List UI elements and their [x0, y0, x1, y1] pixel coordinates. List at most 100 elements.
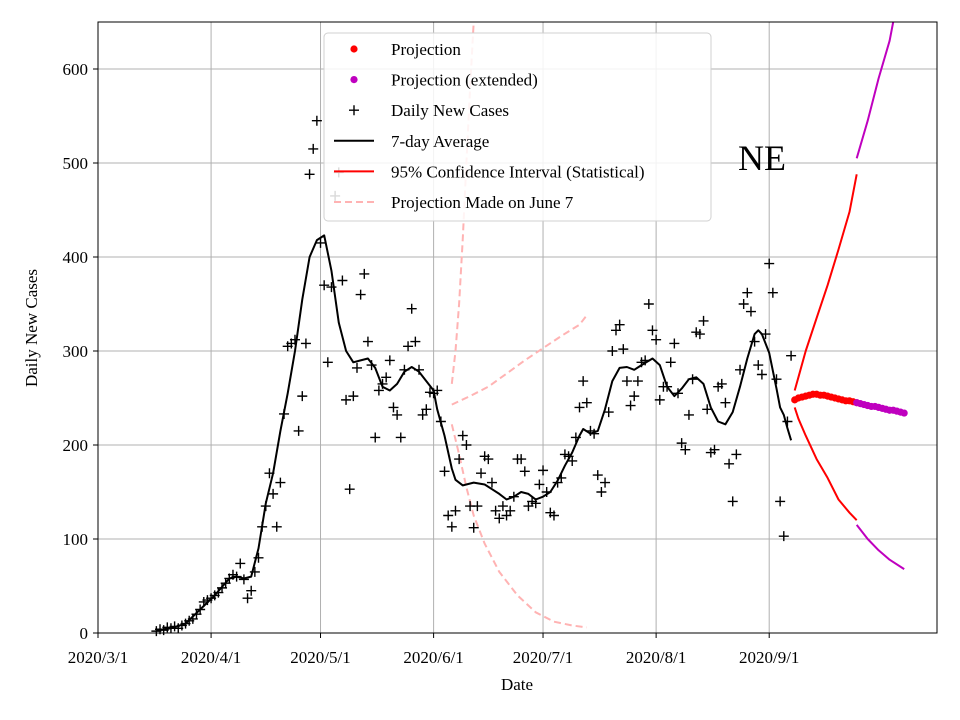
- daily-case-marker: [756, 369, 767, 380]
- x-axis-label: Date: [501, 675, 533, 694]
- daily-case-marker: [388, 402, 399, 413]
- daily-case-marker: [421, 404, 432, 415]
- daily-case-marker: [268, 488, 279, 499]
- projection-extended-series: [853, 399, 908, 417]
- legend: Projection Projection (extended) Daily New…: [323, 32, 712, 222]
- y-axis-label: Daily New Cases: [22, 269, 41, 387]
- x-tick-label: 2020/6/1: [403, 648, 463, 667]
- daily-case-marker: [603, 407, 614, 418]
- ci-lower-extended-line: [855, 524, 905, 570]
- legend-item-projection_ext: Projection (extended): [350, 71, 538, 90]
- daily-case-marker: [669, 338, 680, 349]
- projection-series: [791, 390, 861, 407]
- daily-case-marker: [370, 432, 381, 443]
- daily-case-marker: [724, 458, 735, 469]
- daily-case-marker: [468, 522, 479, 533]
- legend-marker: [350, 76, 358, 84]
- daily-case-marker: [651, 334, 662, 345]
- y-tick-label: 400: [63, 248, 89, 267]
- daily-case-marker: [494, 513, 505, 524]
- daily-case-marker: [410, 336, 421, 347]
- region-label: NE: [738, 138, 786, 178]
- daily-case-marker: [337, 275, 348, 286]
- daily-case-marker: [621, 376, 632, 387]
- daily-case-marker: [647, 325, 658, 336]
- daily-case-marker: [505, 505, 516, 516]
- daily-case-marker: [749, 336, 760, 347]
- y-tick-label: 300: [63, 342, 89, 361]
- daily-case-marker: [625, 400, 636, 411]
- legend-label: Projection Made on June 7: [391, 193, 574, 212]
- x-tick-label: 2020/5/1: [290, 648, 350, 667]
- daily-case-marker: [578, 376, 589, 387]
- ci-upper-extended-line: [855, 21, 895, 159]
- daily-case-marker: [326, 282, 337, 293]
- daily-case-marker: [362, 336, 373, 347]
- daily-case-marker: [614, 319, 625, 330]
- daily-case-marker: [344, 484, 355, 495]
- y-tick-label: 0: [80, 624, 89, 643]
- daily-case-marker: [457, 430, 468, 441]
- daily-case-marker: [392, 409, 403, 420]
- ci-lower-line: [793, 407, 858, 521]
- legend-marker: [350, 45, 358, 53]
- daily-case-marker: [308, 143, 319, 154]
- daily-case-marker: [454, 454, 465, 465]
- daily-case-marker: [764, 258, 775, 269]
- legend-label: Daily New Cases: [391, 101, 509, 120]
- daily-case-marker: [574, 402, 585, 413]
- legend-item-daily: Daily New Cases: [349, 101, 509, 120]
- x-tick-label: 2020/8/1: [626, 648, 686, 667]
- daily-case-marker: [483, 454, 494, 465]
- june7-projection-series: [450, 21, 588, 629]
- daily-case-marker: [771, 374, 782, 385]
- daily-case-marker: [567, 455, 578, 466]
- daily-case-marker: [516, 454, 527, 465]
- daily-case-marker: [738, 299, 749, 309]
- x-tick-label: 2020/9/1: [739, 648, 799, 667]
- daily-case-marker: [731, 449, 742, 460]
- daily-case-marker: [702, 404, 713, 415]
- daily-case-marker: [381, 372, 392, 383]
- daily-case-marker: [538, 465, 549, 476]
- daily-case-marker: [355, 289, 366, 300]
- daily-case-marker: [786, 350, 797, 361]
- daily-case-marker: [348, 391, 359, 402]
- daily-case-marker: [698, 315, 709, 326]
- y-tick-label: 100: [63, 530, 89, 549]
- daily-case-marker: [497, 501, 508, 512]
- x-tick-label: 2020/4/1: [181, 648, 241, 667]
- daily-case-marker: [275, 477, 286, 488]
- daily-case-marker: [315, 237, 326, 248]
- daily-case-marker: [519, 466, 530, 477]
- june7-lower-line: [450, 424, 587, 629]
- daily-case-marker: [450, 505, 461, 516]
- ci-series: [793, 21, 905, 570]
- daily-case-marker: [683, 409, 694, 420]
- daily-case-marker: [417, 409, 428, 420]
- daily-case-marker: [610, 325, 621, 336]
- daily-case-marker: [443, 510, 454, 521]
- axis-ticks: 2020/3/1 2020/4/1 2020/5/1 2020/6/1 2020/7/1…: [63, 60, 800, 667]
- daily-case-marker: [322, 357, 333, 368]
- daily-case-marker: [534, 479, 545, 490]
- projection-extended-point: [900, 409, 908, 417]
- daily-case-marker: [341, 394, 352, 405]
- daily-case-marker: [581, 397, 592, 408]
- y-tick-label: 500: [63, 154, 89, 173]
- daily-case-marker: [716, 378, 727, 389]
- daily-case-marker: [775, 496, 786, 507]
- june7-upper-line: [450, 21, 475, 385]
- daily-case-marker: [600, 477, 611, 488]
- daily-case-marker: [680, 444, 691, 455]
- daily-case-marker: [745, 306, 756, 317]
- daily-case-marker: [709, 444, 720, 455]
- daily-case-marker: [767, 287, 778, 298]
- daily-case-marker: [289, 334, 300, 345]
- legend-label: Projection (extended): [391, 71, 538, 90]
- daily-case-marker: [694, 329, 705, 340]
- daily-case-marker: [403, 341, 414, 352]
- daily-case-marker: [246, 585, 257, 596]
- daily-case-marker: [490, 505, 501, 516]
- y-tick-label: 200: [63, 436, 89, 455]
